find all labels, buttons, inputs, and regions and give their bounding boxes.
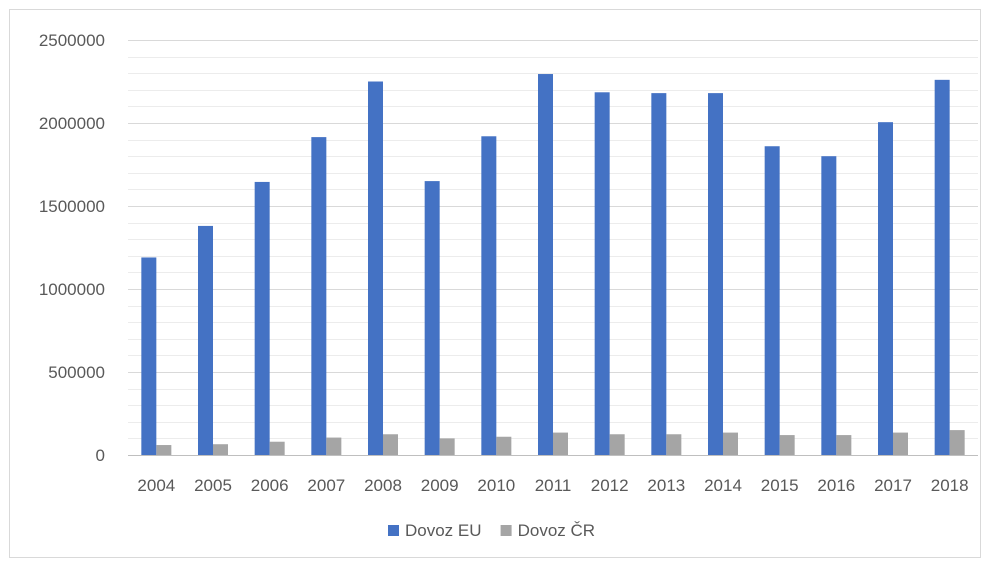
x-tick-label: 2004 [137,476,175,495]
bar-dovoz-r-2015 [779,435,795,455]
legend-swatch [500,525,512,536]
legend-label: Dovoz EU [405,521,482,540]
bars [141,74,965,456]
bar-dovoz-r-2007 [326,437,342,455]
bar-dovoz-r-2008 [383,434,398,455]
bar-dovoz-r-2017 [893,432,908,455]
x-tick-label: 2015 [761,476,799,495]
bar-dovoz-r-2010 [496,436,512,455]
bar-dovoz-eu-2014 [708,93,723,456]
y-tick-label: 0 [96,446,105,465]
y-tick-label: 2000000 [39,114,105,133]
bar-dovoz-r-2014 [723,432,738,455]
bar-dovoz-r-2006 [269,441,285,455]
bar-dovoz-eu-2004 [141,257,157,455]
x-tick-label: 2016 [817,476,855,495]
bar-dovoz-eu-2015 [764,146,780,456]
bar-dovoz-eu-2016 [821,156,837,455]
bar-dovoz-r-2004 [156,445,172,455]
bar-dovoz-eu-2006 [254,181,270,455]
bar-dovoz-r-2005 [213,444,228,455]
y-axis-ticks: 0 500000 1000000 1500000 2000000 2500000 [39,31,105,465]
y-tick-label: 1000000 [39,280,105,299]
bar-dovoz-r-2018 [949,430,965,455]
x-tick-label: 2011 [535,476,572,495]
x-axis-ticks: 2004 2005 2006 2007 2008 2009 2010 2011 2012 2013… [137,476,968,495]
bar-dovoz-eu-2012 [594,92,610,455]
y-tick-label: 500000 [48,363,105,382]
x-tick-label: 2008 [364,476,402,495]
x-tick-label: 2018 [931,476,969,495]
y-tick-label: 1500000 [39,197,105,216]
bar-dovoz-eu-2013 [651,93,667,456]
x-tick-label: 2006 [251,476,289,495]
legend-swatch [388,525,399,536]
bar-dovoz-eu-2018 [934,79,950,455]
x-tick-label: 2017 [874,476,912,495]
bar-dovoz-eu-2007 [311,137,327,456]
x-tick-label: 2013 [647,476,685,495]
bar-dovoz-eu-2017 [878,122,893,456]
bar-dovoz-r-2009 [439,438,455,455]
bar-dovoz-eu-2008 [368,81,383,455]
bar-dovoz-r-2016 [836,435,852,455]
x-tick-label: 2012 [591,476,629,495]
bar-dovoz-eu-2009 [424,181,440,455]
bar-dovoz-r-2012 [609,434,625,455]
bar-dovoz-r-2013 [666,434,682,455]
bar-dovoz-r-2011 [553,432,568,455]
bar-dovoz-eu-2011 [538,74,553,455]
x-tick-label: 2014 [704,476,742,495]
legend-label: Dovoz ČR [518,521,595,540]
legend: Dovoz EU Dovoz ČR [388,521,595,540]
bar-dovoz-eu-2005 [198,225,213,455]
x-tick-label: 2007 [307,476,345,495]
y-tick-label: 2500000 [39,31,105,50]
x-tick-label: 2010 [477,476,515,495]
x-tick-label: 2005 [194,476,232,495]
x-tick-label: 2009 [421,476,459,495]
bar-dovoz-eu-2010 [481,136,497,455]
